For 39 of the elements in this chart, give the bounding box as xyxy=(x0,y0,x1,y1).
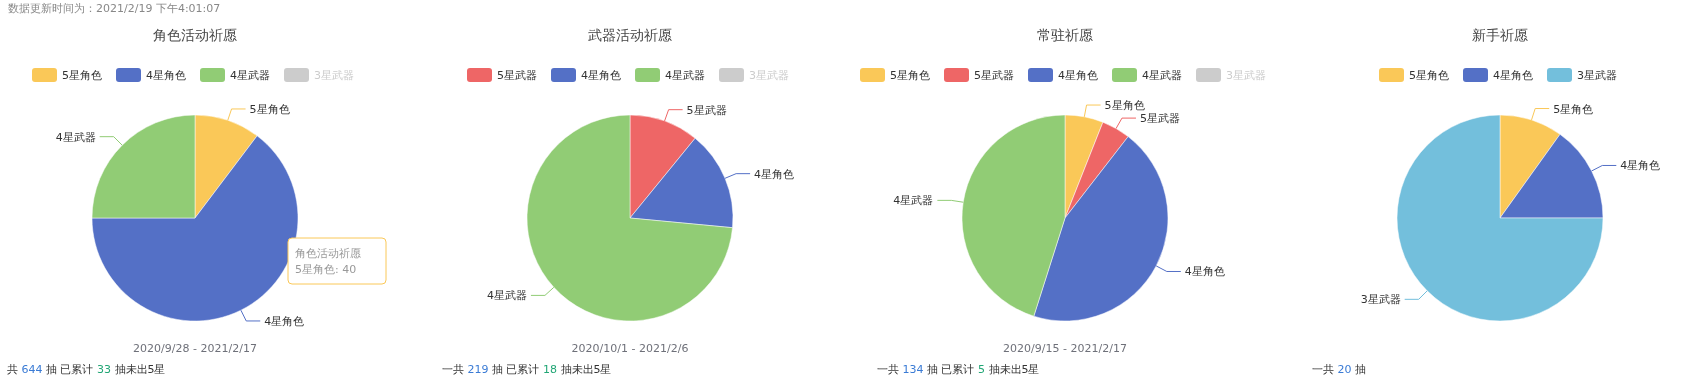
slice-label: 5星角色 xyxy=(249,102,290,116)
text: 共 644 抽 已累计 33 抽未出5星 xyxy=(7,363,166,376)
slice-label: 4星角色 xyxy=(1620,159,1661,173)
text: 2020/10/1 - 2021/2/6 xyxy=(571,342,689,355)
slice-label: 5星角色 xyxy=(1104,99,1145,113)
slice-label: 4星角色 xyxy=(754,167,795,181)
legend-label: 5星角色 xyxy=(62,69,102,82)
text: 一共 219 抽 已累计 18 抽未出5星 xyxy=(442,363,612,376)
tooltip: 角色活动祈愿 5星角色: 40 xyxy=(287,237,387,285)
chart-title: 常驻祈愿 xyxy=(1037,27,1093,43)
slice-label: 5星武器 xyxy=(686,103,727,117)
text: 一共 20 抽 xyxy=(1312,363,1366,376)
slice-label: 4星武器 xyxy=(893,194,934,208)
legend-label: 5星武器 xyxy=(974,69,1014,82)
slice-label: 4星武器 xyxy=(55,130,96,144)
slice-label: 5星角色 xyxy=(1553,102,1594,116)
legend-label: 4星武器 xyxy=(1142,69,1182,82)
chart-title: 武器活动祈愿 xyxy=(588,27,672,43)
legend-label: 4星角色 xyxy=(1058,69,1098,82)
slice-label: 4星角色 xyxy=(1184,265,1225,279)
chart-title: 新手祈愿 xyxy=(1472,27,1528,43)
text: 一共 134 抽 已累计 5 抽未出5星 xyxy=(877,363,1040,376)
legend-label: 4星角色 xyxy=(146,69,186,82)
legend-label: 5星角色 xyxy=(1409,69,1449,82)
slice-label: 5星武器 xyxy=(1139,112,1180,126)
legend-label: 4星武器 xyxy=(665,69,705,82)
legend-label: 4星武器 xyxy=(230,69,270,82)
legend-label: 5星武器 xyxy=(497,69,537,82)
text: 2020/9/28 - 2021/2/17 xyxy=(133,342,257,355)
legend-label: 3星武器 xyxy=(1577,69,1617,82)
slice-label: 4星武器 xyxy=(486,289,527,303)
legend-label: 4星角色 xyxy=(1493,69,1533,82)
slice-label: 4星角色 xyxy=(264,314,305,328)
slice-label: 3星武器 xyxy=(1360,293,1401,307)
text: 数据更新时间为：2021/2/19 下午4:01:07 xyxy=(8,2,221,15)
text: 2020/9/15 - 2021/2/17 xyxy=(1003,342,1127,355)
chart-title: 角色活动祈愿 xyxy=(153,27,237,43)
legend-label: 5星角色 xyxy=(890,69,930,82)
legend-label: 4星角色 xyxy=(581,69,621,82)
